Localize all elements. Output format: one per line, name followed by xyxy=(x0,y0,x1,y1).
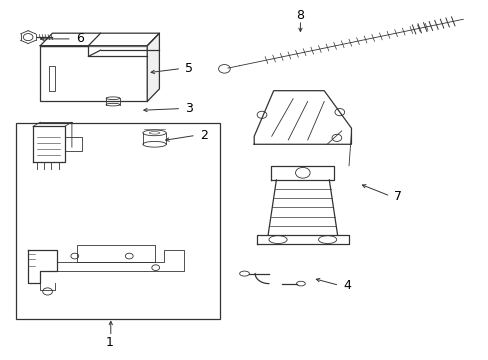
Polygon shape xyxy=(147,33,159,102)
Text: 3: 3 xyxy=(185,102,193,115)
Text: 1: 1 xyxy=(106,336,114,350)
Bar xyxy=(49,66,55,91)
Polygon shape xyxy=(256,235,348,244)
Bar xyxy=(40,46,147,102)
Text: 6: 6 xyxy=(76,32,83,45)
Text: 7: 7 xyxy=(393,190,402,203)
Polygon shape xyxy=(40,33,159,46)
Text: 2: 2 xyxy=(200,129,207,142)
Ellipse shape xyxy=(142,130,166,136)
Text: 5: 5 xyxy=(185,62,193,75)
Polygon shape xyxy=(254,91,351,144)
Text: 8: 8 xyxy=(296,9,304,22)
Ellipse shape xyxy=(106,97,120,99)
Bar xyxy=(16,123,220,319)
Text: 4: 4 xyxy=(343,279,350,292)
Polygon shape xyxy=(271,166,334,180)
